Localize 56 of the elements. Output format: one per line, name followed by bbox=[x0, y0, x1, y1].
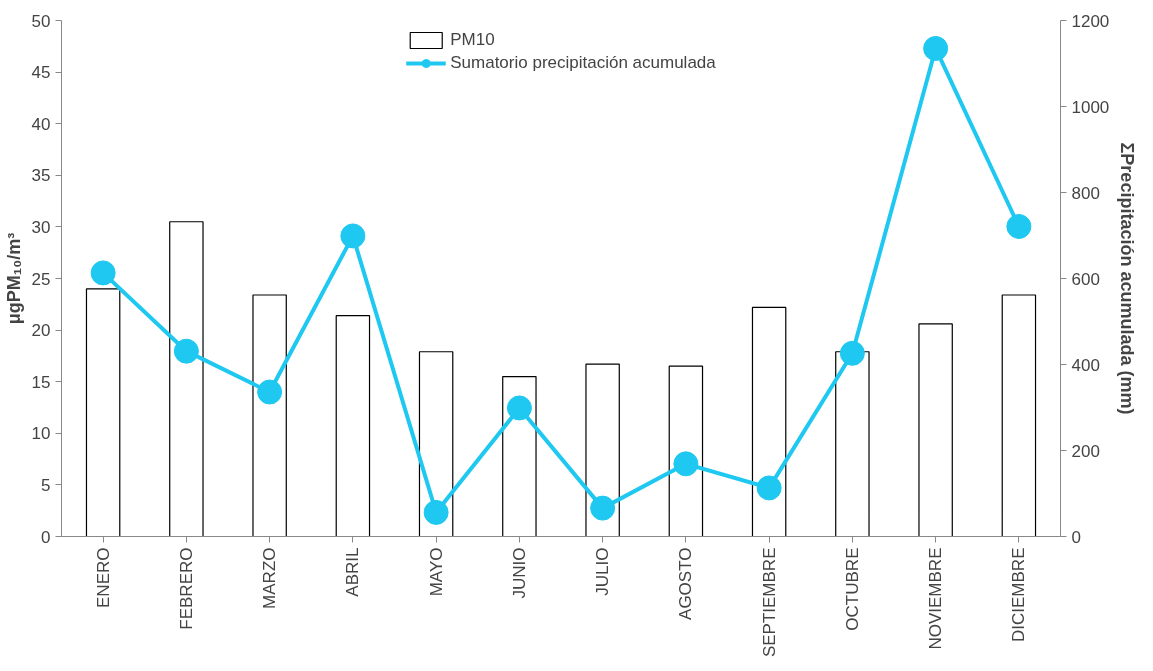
y-tick-label: 25 bbox=[31, 269, 51, 289]
x-tick-label: MAYO bbox=[426, 547, 446, 597]
point bbox=[1006, 213, 1032, 239]
y2-tick-label: 600 bbox=[1071, 269, 1100, 289]
x-tick-label: SEPTIEMBRE bbox=[759, 547, 779, 658]
x-tick-label: ABRIL bbox=[343, 547, 363, 597]
point bbox=[923, 35, 949, 61]
y2-tick-label: 400 bbox=[1071, 355, 1100, 375]
legend-label: PM10 bbox=[450, 30, 495, 50]
bar bbox=[751, 306, 787, 537]
y-tick-label: 40 bbox=[31, 114, 51, 134]
y2-tick-label: 1200 bbox=[1071, 11, 1110, 31]
y2-tick-label: 200 bbox=[1071, 441, 1100, 461]
x-tick-label: OCTUBRE bbox=[842, 547, 862, 631]
y-tick-label: 50 bbox=[31, 11, 51, 31]
y-tick-label: 10 bbox=[31, 424, 51, 444]
point bbox=[90, 260, 116, 286]
x-tick-label: MARZO bbox=[260, 547, 280, 609]
y-tick-label: 5 bbox=[41, 475, 51, 495]
bar bbox=[252, 294, 287, 537]
bar bbox=[169, 221, 204, 537]
bar bbox=[85, 288, 121, 537]
legend-label: Sumatorio precipitación acumulada bbox=[450, 53, 716, 73]
bar bbox=[585, 363, 620, 537]
y-axis-title: μgPM₁₀/m³ bbox=[3, 232, 24, 325]
y2-axis-title: ΣPrecipitación acumulada (mm) bbox=[1117, 142, 1138, 415]
x-tick-label: AGOSTO bbox=[676, 547, 696, 620]
x-tick-label: JUNIO bbox=[509, 547, 529, 599]
point bbox=[423, 499, 449, 525]
y-tick-label: 45 bbox=[31, 63, 51, 83]
y2-tick-label: 1000 bbox=[1071, 97, 1110, 117]
bar bbox=[918, 323, 953, 537]
point bbox=[340, 223, 366, 249]
point bbox=[673, 451, 699, 477]
y2-tick-label: 0 bbox=[1071, 527, 1081, 547]
bar bbox=[835, 351, 870, 537]
y-tick-label: 35 bbox=[31, 166, 51, 186]
y-tick-label: 0 bbox=[41, 527, 51, 547]
bar bbox=[335, 315, 371, 537]
point bbox=[839, 340, 865, 366]
y2-tick-label: 800 bbox=[1071, 183, 1100, 203]
x-tick-label: JULIO bbox=[593, 547, 613, 596]
x-tick-label: ENERO bbox=[93, 547, 113, 608]
y-tick-label: 15 bbox=[31, 372, 51, 392]
y-tick-label: 20 bbox=[31, 321, 51, 341]
x-tick-label: DICIEMBRE bbox=[1009, 547, 1029, 642]
point bbox=[590, 495, 616, 521]
x-tick-label: NOVIEMBRE bbox=[926, 547, 946, 650]
point bbox=[506, 395, 532, 421]
bar bbox=[1001, 294, 1037, 537]
bar bbox=[668, 365, 704, 537]
x-tick-label: FEBRERO bbox=[176, 547, 196, 630]
point bbox=[173, 338, 199, 364]
point bbox=[257, 379, 283, 405]
point bbox=[756, 475, 782, 501]
y-tick-label: 30 bbox=[31, 217, 51, 237]
